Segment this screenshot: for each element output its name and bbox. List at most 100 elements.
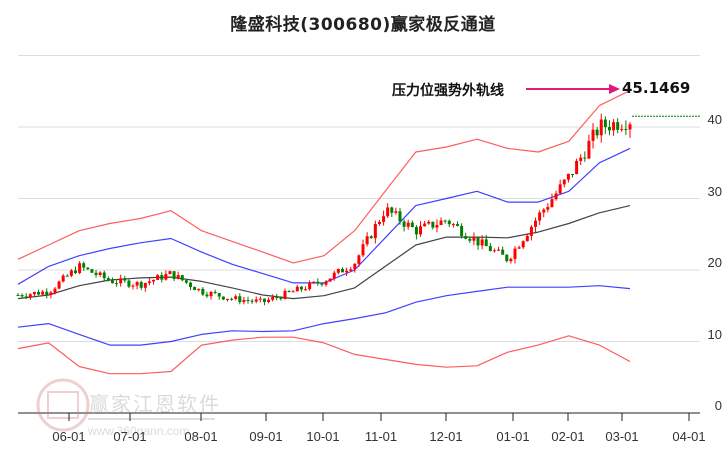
candle-body [295, 286, 299, 292]
candle-body [152, 279, 156, 282]
chart-title: 隆盛科技(300680)赢家极反通道 [230, 15, 496, 35]
candle-body [529, 226, 533, 236]
candle-body [624, 128, 628, 130]
candle-body [484, 239, 488, 247]
candle-body [579, 157, 583, 161]
candle-body [365, 236, 369, 245]
candle-body [160, 275, 164, 280]
candle-body [517, 247, 521, 249]
candle-body [423, 223, 427, 227]
candle-body [435, 225, 439, 228]
candle-body [267, 299, 271, 302]
candle-body [353, 263, 357, 270]
candle-body [427, 221, 431, 224]
annotation-arrow-head-icon [609, 84, 620, 94]
candle-body [513, 248, 517, 259]
candle-body [628, 124, 632, 130]
candle-body [406, 222, 410, 227]
candle-body [460, 225, 464, 237]
candle-body [439, 220, 443, 226]
candle-body [591, 129, 595, 141]
candle-body [74, 270, 78, 274]
candle-body [369, 236, 373, 239]
y-axis-tick-label: 0 [714, 398, 722, 413]
outer-upper-band-line [17, 89, 631, 264]
candle-body [431, 221, 435, 228]
x-axis-tick-label: 02-01 [551, 429, 585, 444]
x-axis-tick-label: 03-01 [605, 429, 639, 444]
candle-body [476, 237, 480, 246]
x-axis-tick-label: 12-01 [429, 429, 463, 444]
candle-body [168, 271, 172, 275]
candle-body [612, 122, 616, 131]
candle-body [20, 295, 24, 297]
resistance-annotation-label: 压力位强势外轨线 [392, 83, 504, 99]
candle-body [139, 282, 143, 288]
candle-body [382, 216, 386, 222]
candle-body [616, 122, 620, 130]
candle-body [419, 226, 423, 235]
candle-body [82, 263, 86, 268]
candle-body [304, 289, 308, 291]
candle-body [94, 272, 98, 276]
candle-body [291, 291, 295, 293]
candle-body [587, 140, 591, 159]
candle-body [279, 297, 283, 299]
candle-body [464, 236, 468, 239]
watermark-text: 赢家江恩软件 [89, 392, 221, 416]
candle-body [28, 294, 32, 298]
candle-body [172, 271, 176, 279]
candle-body [115, 283, 119, 285]
candle-body [37, 291, 41, 295]
candle-body [234, 296, 238, 299]
candle-body [275, 297, 279, 299]
candle-body [398, 211, 402, 222]
x-axis-tick-label: 11-01 [364, 429, 398, 444]
candle-body [328, 278, 332, 282]
candle-body [620, 128, 624, 130]
candle-body [65, 275, 69, 277]
candle-body [32, 291, 36, 295]
candle-body [86, 267, 90, 270]
candle-body [542, 209, 546, 213]
candle-body [262, 298, 266, 302]
candle-body [402, 221, 406, 227]
candle-body [127, 280, 131, 287]
candle-body [238, 296, 242, 303]
candle-body [410, 222, 414, 228]
candle-body [41, 291, 45, 295]
candle-body [209, 291, 213, 297]
candle-body [106, 278, 110, 281]
y-axis-tick-label: 10 [707, 326, 722, 342]
candle-body [562, 179, 566, 185]
candle-body [49, 292, 53, 295]
candle-body [254, 299, 258, 302]
candle-body [143, 283, 147, 288]
candle-body [521, 241, 525, 248]
x-axis-tick-label: 07-01 [113, 429, 147, 444]
candle-body [98, 272, 102, 276]
candle-body [205, 294, 209, 297]
candle-body [287, 290, 291, 292]
candle-body [603, 119, 607, 128]
candle-body [607, 127, 611, 131]
candle-body [546, 207, 550, 210]
candle-body [599, 119, 603, 136]
x-axis-tick-label: 09-01 [249, 429, 283, 444]
candle-body [217, 293, 221, 297]
candle-body [443, 220, 447, 222]
candle-body [394, 211, 398, 213]
candle-body [497, 249, 501, 251]
candle-body [156, 275, 160, 280]
candle-body [320, 283, 324, 285]
candle-body [135, 282, 139, 286]
candle-body [69, 270, 73, 276]
candle-body [180, 275, 184, 281]
candle-body [414, 227, 418, 235]
x-axis-tick-label: 10-01 [306, 429, 340, 444]
x-axis-tick-label: 06-01 [52, 429, 86, 444]
candle-body [78, 263, 82, 274]
candle-body [61, 275, 65, 282]
candle-body [534, 220, 538, 227]
candle-body [250, 300, 254, 302]
